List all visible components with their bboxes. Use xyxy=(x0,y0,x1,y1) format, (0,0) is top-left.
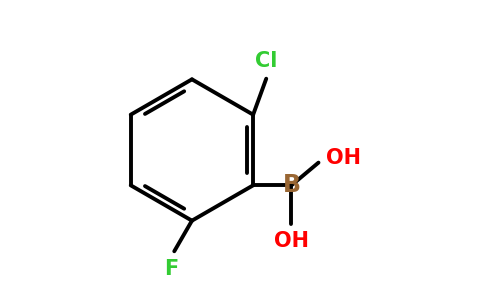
Text: Cl: Cl xyxy=(255,51,277,71)
Text: OH: OH xyxy=(326,148,361,168)
Text: B: B xyxy=(283,173,301,197)
Text: OH: OH xyxy=(274,231,309,251)
Text: F: F xyxy=(164,259,179,279)
